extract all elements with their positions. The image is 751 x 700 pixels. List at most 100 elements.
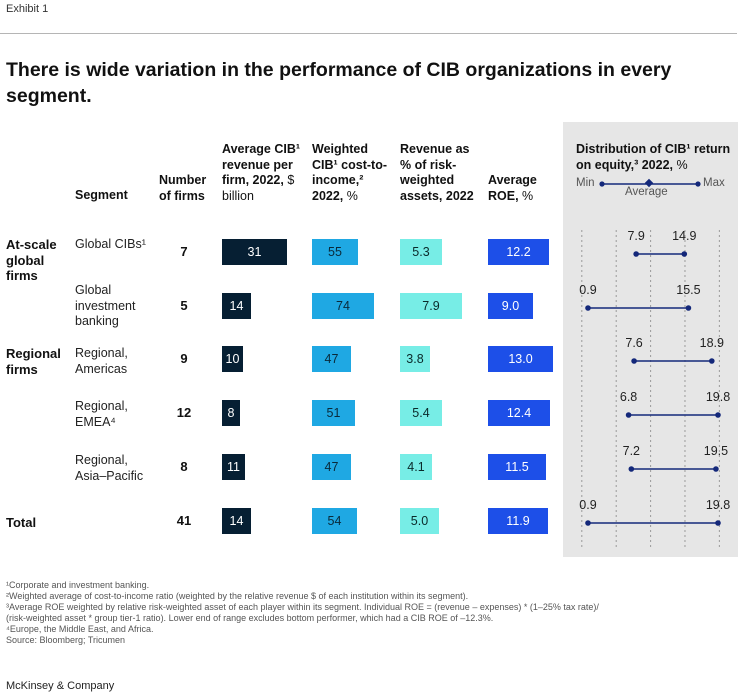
range-min-label: 0.9 (579, 283, 596, 297)
segment-label: Global CIBs¹ (75, 237, 146, 251)
brand-logo-text: McKinsey & Company (6, 680, 115, 692)
range-max-dot (685, 305, 692, 311)
header-cost-unit: % (346, 188, 358, 203)
roe-bar: 11.9 (488, 508, 548, 534)
rwa-value: 5.0 (410, 514, 429, 528)
range-min-label: 7.6 (625, 336, 642, 350)
exhibit-label: Exhibit 1 (6, 3, 49, 15)
range-min-label: 7.2 (623, 444, 640, 458)
cost-value: 54 (327, 514, 342, 528)
footnote-4: ⁴Europe, the Middle East, and Africa. (6, 624, 154, 634)
revenue-value: 11 (227, 460, 240, 474)
roe-bar: 9.0 (488, 293, 533, 319)
header-segment: Segment (75, 188, 128, 202)
group-regional: Regional firms (6, 346, 61, 377)
roe-value: 11.5 (505, 460, 529, 474)
legend-line (599, 178, 701, 188)
cost-value: 51 (326, 406, 341, 420)
firm-count: 9 (180, 351, 188, 366)
roe-bar: 13.0 (488, 346, 553, 372)
header-roe: Average ROE, % (488, 173, 548, 204)
cost-bar: 55 (312, 239, 358, 265)
segment-label: Regional, Americas (75, 346, 128, 376)
revenue-bar: 31 (222, 239, 287, 265)
range-min-dot (628, 466, 635, 472)
cost-value: 47 (324, 352, 339, 366)
rwa-bar: 3.8 (400, 346, 430, 372)
roe-bar: 12.2 (488, 239, 549, 265)
group-at-scale: At-scale global firms (6, 237, 57, 283)
segment-label: Regional, EMEA⁴ (75, 399, 128, 429)
legend-max: Max (703, 177, 725, 189)
rwa-bar: 5.3 (400, 239, 442, 265)
chart-title: There is wide variation in the performan… (6, 59, 672, 107)
revenue-value: 31 (247, 245, 262, 259)
range-max-label: 18.9 (700, 336, 724, 350)
rwa-value: 5.4 (412, 406, 430, 420)
roe-bar: 11.5 (488, 454, 546, 480)
range-min-label: 6.8 (620, 390, 637, 404)
header-firms: Number of firms (159, 173, 207, 203)
rwa-value: 7.9 (422, 299, 440, 313)
group-total: Total (6, 515, 37, 530)
range-max-label: 14.9 (672, 229, 696, 243)
revenue-value: 10 (225, 352, 240, 366)
range-max-dot (713, 466, 719, 472)
footnote-1: ¹Corporate and investment banking. (6, 580, 150, 590)
legend-dot-right (695, 181, 701, 187)
roe-range-chart: 7.9 14.9 0.9 15.5 7.6 18.9 6.8 19.8 7.2 19.5 0.9 19… (579, 229, 730, 547)
cost-bar: 74 (312, 293, 374, 319)
footnote-3: ³Average ROE weighted by relative risk-w… (6, 602, 599, 612)
legend-average: Average (625, 186, 668, 198)
header-distribution-unit: % (676, 157, 688, 172)
range-max-dot (715, 520, 721, 526)
legend-min: Min (576, 177, 595, 189)
rwa-value: 4.1 (407, 460, 425, 474)
cost-bar: 47 (312, 454, 351, 480)
cost-bar: 54 (312, 508, 357, 534)
header-cost-text: Weighted CIB¹ cost-to-income,² 2022, (312, 142, 387, 203)
segment-label: Global investment banking (75, 283, 136, 328)
header-rwa: Revenue as % of risk-weighted assets, 20… (400, 142, 474, 203)
firm-count: 41 (176, 513, 192, 528)
range-min-dot (631, 358, 637, 364)
roe-value: 12.4 (506, 406, 532, 420)
firm-count: 7 (180, 244, 188, 259)
revenue-bar: 14 (222, 508, 251, 534)
footnote-2: ²Weighted average of cost-to-income rati… (6, 591, 469, 601)
rwa-bar: 5.4 (400, 400, 442, 426)
range-max-label: 19.8 (706, 498, 730, 512)
range-min-dot (585, 520, 591, 526)
rwa-value: 5.3 (412, 245, 430, 259)
header-distribution-text: Distribution of CIB¹ return on equity,³ … (576, 142, 731, 172)
header-distribution: Distribution of CIB¹ return on equity,³ … (576, 142, 731, 173)
header-cost: Weighted CIB¹ cost-to-income,² 2022, % (312, 142, 392, 204)
firm-count: 5 (180, 298, 188, 313)
revenue-bar: 8 (222, 400, 240, 426)
rwa-bar: 7.9 (400, 293, 462, 319)
revenue-bar: 11 (222, 454, 245, 480)
range-min-dot (585, 305, 591, 311)
range-max-dot (715, 412, 721, 418)
cost-value: 47 (324, 460, 339, 474)
revenue-value: 14 (229, 514, 244, 528)
segment-label: Regional, Asia–Pacific (75, 453, 144, 483)
range-max-label: 15.5 (676, 283, 700, 297)
rwa-bar: 4.1 (400, 454, 432, 480)
cost-value: 55 (328, 245, 342, 259)
roe-value: 9.0 (501, 299, 520, 313)
distribution-panel (563, 122, 738, 557)
cost-bar: 51 (312, 400, 355, 426)
legend-dot-left (599, 181, 605, 187)
header-roe-unit: % (522, 188, 534, 203)
firm-count: 8 (180, 459, 188, 474)
rwa-bar: 5.0 (400, 508, 439, 534)
header-revenue: Average CIB¹ revenue per firm, 2022, $ b… (222, 142, 302, 204)
range-min-dot (633, 251, 639, 257)
revenue-value: 8 (227, 406, 235, 420)
header-roe-text: Average ROE, (488, 173, 537, 203)
header-revenue-unit: $ billion (222, 173, 295, 203)
range-max-dot (681, 251, 688, 257)
roe-bar: 12.4 (488, 400, 550, 426)
revenue-bar: 10 (222, 346, 243, 372)
